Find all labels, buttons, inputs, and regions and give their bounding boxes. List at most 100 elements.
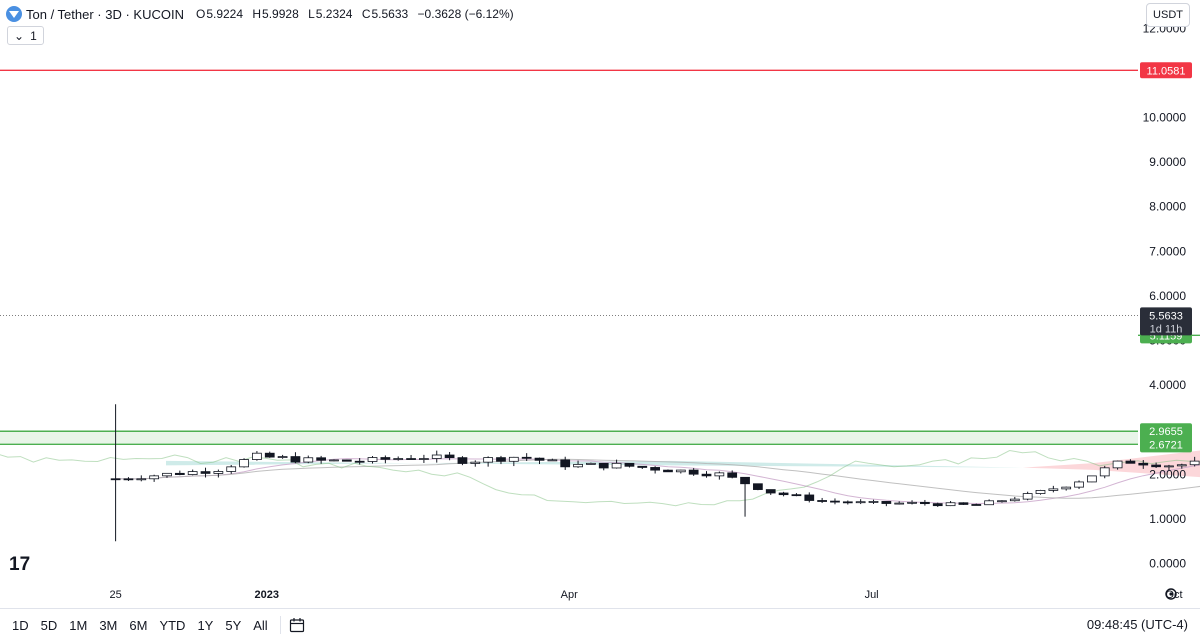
candle-body bbox=[650, 467, 660, 471]
cloud-segment bbox=[1022, 463, 1094, 470]
candle-body bbox=[521, 456, 532, 459]
candle-body bbox=[264, 452, 275, 458]
candle-body bbox=[483, 457, 493, 463]
y-tick-label: 8.0000 bbox=[1149, 200, 1186, 214]
candle bbox=[200, 467, 211, 478]
open-value: 5.9224 bbox=[206, 7, 244, 21]
high-value: 5.9928 bbox=[262, 7, 299, 21]
candle-body bbox=[1099, 467, 1110, 477]
candle-body bbox=[406, 458, 416, 460]
calendar-icon[interactable] bbox=[289, 617, 305, 633]
time-axis[interactable]: 252023AprJulOct2024AprJulOct2025Apr bbox=[109, 589, 1200, 601]
candle-body bbox=[1087, 475, 1097, 483]
candle bbox=[149, 474, 160, 482]
candle bbox=[932, 502, 943, 507]
candle-body bbox=[842, 501, 853, 504]
candle-body bbox=[586, 462, 596, 465]
ton-coin-icon bbox=[6, 6, 22, 22]
candle bbox=[1074, 480, 1084, 490]
clock-timezone[interactable]: 09:48:45 (UTC-4) bbox=[1086, 617, 1188, 632]
tf-1y[interactable]: 1Y bbox=[197, 617, 214, 633]
symbol-legend: Ton / Tether · 3D · KUCOIN O5.9224 H5.99… bbox=[6, 4, 514, 24]
candle-body bbox=[110, 478, 121, 481]
candle-body bbox=[508, 456, 519, 462]
tf-5y[interactable]: 5Y bbox=[225, 617, 242, 633]
currency-selector[interactable]: USDT bbox=[1146, 3, 1190, 27]
indicators-collapse-button[interactable]: ⌄ 1 bbox=[7, 26, 44, 45]
candle bbox=[971, 503, 982, 506]
candle-body bbox=[496, 457, 506, 462]
candle bbox=[341, 459, 352, 462]
candle bbox=[586, 462, 596, 465]
horizontal-levels[interactable] bbox=[0, 69, 1200, 446]
candle-body bbox=[1138, 462, 1149, 466]
candle-body bbox=[226, 466, 237, 472]
tv-logo-mark: 17 bbox=[9, 554, 30, 575]
support-zone bbox=[0, 431, 1138, 445]
tf-1m[interactable]: 1M bbox=[69, 617, 88, 633]
tf-1d[interactable]: 1D bbox=[12, 617, 29, 633]
candle bbox=[1164, 464, 1174, 471]
candle bbox=[483, 456, 493, 467]
badge-zone-top: 2.9655 bbox=[1140, 423, 1192, 440]
close-value: 5.5633 bbox=[371, 7, 409, 21]
candle bbox=[560, 456, 571, 470]
tradingview-logo[interactable]: 17 bbox=[9, 554, 30, 575]
candle-body bbox=[920, 501, 930, 505]
candle-body bbox=[881, 501, 892, 504]
candle-body bbox=[1022, 493, 1033, 500]
candle bbox=[521, 453, 532, 461]
candle-body bbox=[817, 500, 827, 502]
candle bbox=[1061, 486, 1072, 491]
tf-3m[interactable]: 3M bbox=[99, 617, 118, 633]
candle bbox=[470, 460, 481, 467]
y-tick-label: 7.0000 bbox=[1149, 244, 1186, 258]
candle bbox=[1189, 456, 1200, 467]
candle-body bbox=[740, 476, 750, 485]
candle-body bbox=[393, 458, 404, 460]
tf-ytd[interactable]: YTD bbox=[159, 617, 186, 633]
tf-5d[interactable]: 5D bbox=[40, 617, 58, 633]
candle-body bbox=[200, 471, 211, 474]
candle-body bbox=[303, 457, 314, 463]
candle-body bbox=[637, 465, 648, 468]
candle bbox=[907, 500, 917, 505]
candle-body bbox=[1048, 488, 1059, 491]
candle bbox=[663, 469, 673, 473]
symbol-title[interactable]: Ton / Tether · 3D · KUCOIN bbox=[26, 6, 184, 22]
candle-body bbox=[701, 473, 712, 477]
tf-6m[interactable]: 6M bbox=[129, 617, 148, 633]
ohlc-values: O5.9224 H5.9928 L5.2324 C5.5633 −0.3628 … bbox=[190, 7, 514, 21]
candle bbox=[765, 489, 776, 495]
y-tick-label: 2.0000 bbox=[1149, 467, 1186, 481]
y-tick-label: 4.0000 bbox=[1149, 378, 1186, 392]
candle-body bbox=[855, 501, 866, 504]
candle bbox=[534, 457, 545, 465]
settings-icon[interactable] bbox=[1165, 588, 1177, 600]
candle bbox=[547, 458, 558, 462]
candle bbox=[830, 498, 840, 505]
price-axis[interactable]: 0.00001.00002.00003.00004.00005.00006.00… bbox=[1143, 21, 1187, 570]
x-tick-label: 25 bbox=[109, 589, 121, 601]
tf-all[interactable]: All bbox=[253, 617, 268, 633]
candle-body bbox=[290, 456, 301, 463]
candle bbox=[650, 466, 660, 474]
badge-countdown: 1d 11h bbox=[1150, 323, 1183, 335]
candle bbox=[444, 452, 455, 461]
cloud-segment bbox=[670, 460, 1023, 468]
candle bbox=[714, 471, 725, 480]
candle bbox=[740, 476, 750, 517]
indicator-count: 1 bbox=[30, 28, 37, 43]
candle bbox=[804, 492, 815, 503]
candle-body bbox=[958, 502, 969, 505]
candle bbox=[842, 500, 853, 505]
candle-body bbox=[714, 472, 725, 477]
candle-body bbox=[1151, 464, 1161, 468]
candle bbox=[393, 456, 404, 461]
candle-body bbox=[149, 475, 160, 480]
candle bbox=[958, 502, 969, 505]
candle bbox=[213, 469, 224, 478]
price-chart[interactable]: 0.00001.00002.00003.00004.00005.00006.00… bbox=[0, 0, 1200, 608]
candle bbox=[239, 458, 249, 468]
